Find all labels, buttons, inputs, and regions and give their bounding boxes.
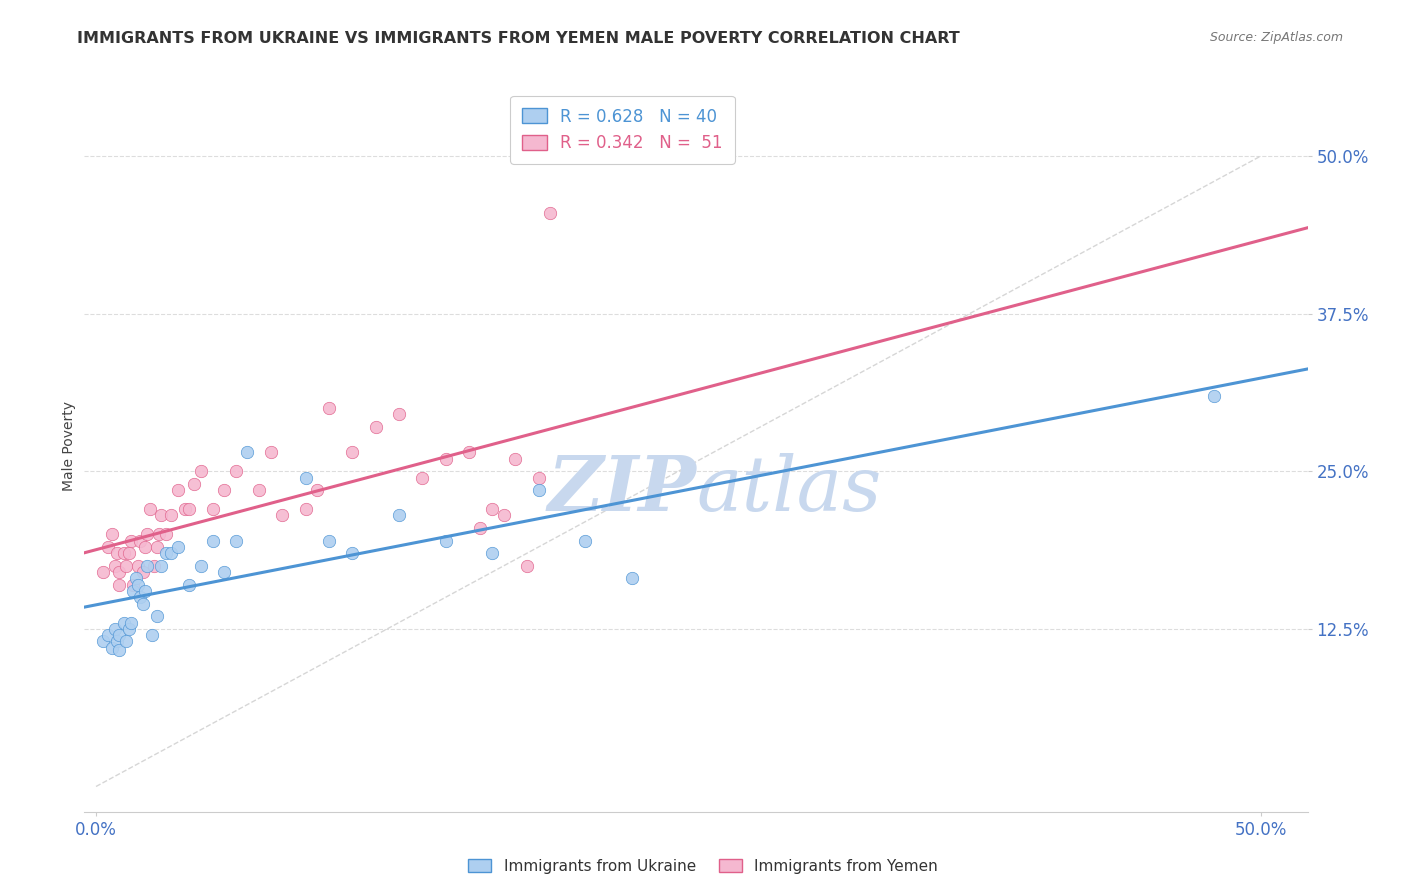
Point <box>470 521 492 535</box>
Point <box>104 558 127 573</box>
Point <box>271 508 294 523</box>
Point <box>117 546 139 560</box>
Point <box>105 634 128 648</box>
Point <box>159 546 181 560</box>
Point <box>574 533 596 548</box>
Point <box>236 445 259 459</box>
Point <box>120 533 142 548</box>
Point <box>145 540 167 554</box>
Point <box>516 558 538 573</box>
Point <box>141 628 163 642</box>
Point <box>318 533 340 548</box>
Point <box>190 464 212 478</box>
Point <box>108 643 131 657</box>
Point <box>434 533 457 548</box>
Point <box>364 420 387 434</box>
Point <box>105 546 128 560</box>
Point <box>183 476 205 491</box>
Point <box>138 502 160 516</box>
Point <box>307 483 329 497</box>
Legend: R = 0.628   N = 40, R = 0.342   N =  51: R = 0.628 N = 40, R = 0.342 N = 51 <box>510 96 735 163</box>
Point <box>481 502 503 516</box>
Point <box>190 558 212 573</box>
Point <box>166 483 188 497</box>
Point <box>127 578 149 592</box>
Point <box>91 565 114 579</box>
Point <box>97 628 120 642</box>
Point <box>127 558 149 573</box>
Point <box>318 401 340 416</box>
Point <box>91 634 114 648</box>
Point <box>112 615 135 630</box>
Point <box>173 502 195 516</box>
Point <box>101 527 124 541</box>
Point <box>112 546 135 560</box>
Point <box>129 591 152 605</box>
Point <box>492 508 515 523</box>
Point <box>150 558 173 573</box>
Point <box>136 558 159 573</box>
Point <box>179 502 201 516</box>
Point <box>166 540 188 554</box>
Point <box>457 445 479 459</box>
Point <box>505 451 527 466</box>
Point <box>124 571 146 585</box>
Text: atlas: atlas <box>696 453 882 527</box>
Point <box>201 502 224 516</box>
Point <box>120 615 142 630</box>
Point <box>148 527 170 541</box>
Point <box>115 634 138 648</box>
Point <box>155 527 177 541</box>
Point <box>620 571 643 585</box>
Point <box>122 578 145 592</box>
Text: IMMIGRANTS FROM UKRAINE VS IMMIGRANTS FROM YEMEN MALE POVERTY CORRELATION CHART: IMMIGRANTS FROM UKRAINE VS IMMIGRANTS FR… <box>77 31 960 46</box>
Point <box>527 483 550 497</box>
Point <box>201 533 224 548</box>
Point <box>131 597 153 611</box>
Point <box>225 533 247 548</box>
Point <box>434 451 457 466</box>
Point <box>143 558 166 573</box>
Point <box>117 622 139 636</box>
Point <box>388 408 411 422</box>
Point <box>136 527 159 541</box>
Point <box>97 540 120 554</box>
Point <box>411 470 433 484</box>
Text: Source: ZipAtlas.com: Source: ZipAtlas.com <box>1209 31 1343 45</box>
Point <box>179 578 201 592</box>
Point <box>101 640 124 655</box>
Point <box>481 546 503 560</box>
Point <box>108 578 131 592</box>
Point <box>159 508 181 523</box>
Point <box>108 565 131 579</box>
Point <box>294 502 316 516</box>
Y-axis label: Male Poverty: Male Poverty <box>62 401 76 491</box>
Point <box>129 533 152 548</box>
Point <box>104 622 127 636</box>
Point <box>294 470 316 484</box>
Point <box>131 565 153 579</box>
Point <box>212 483 235 497</box>
Point <box>134 540 156 554</box>
Point <box>122 584 145 599</box>
Point <box>1204 388 1226 402</box>
Point <box>108 628 131 642</box>
Point <box>342 546 364 560</box>
Point <box>225 464 247 478</box>
Point <box>538 205 561 219</box>
Legend: Immigrants from Ukraine, Immigrants from Yemen: Immigrants from Ukraine, Immigrants from… <box>463 853 943 880</box>
Point <box>212 565 235 579</box>
Point <box>155 546 177 560</box>
Text: ZIP: ZIP <box>547 453 696 527</box>
Point <box>150 508 173 523</box>
Point <box>134 584 156 599</box>
Point <box>145 609 167 624</box>
Point <box>260 445 283 459</box>
Point <box>388 508 411 523</box>
Point <box>247 483 270 497</box>
Point <box>342 445 364 459</box>
Point <box>115 558 138 573</box>
Point <box>527 470 550 484</box>
